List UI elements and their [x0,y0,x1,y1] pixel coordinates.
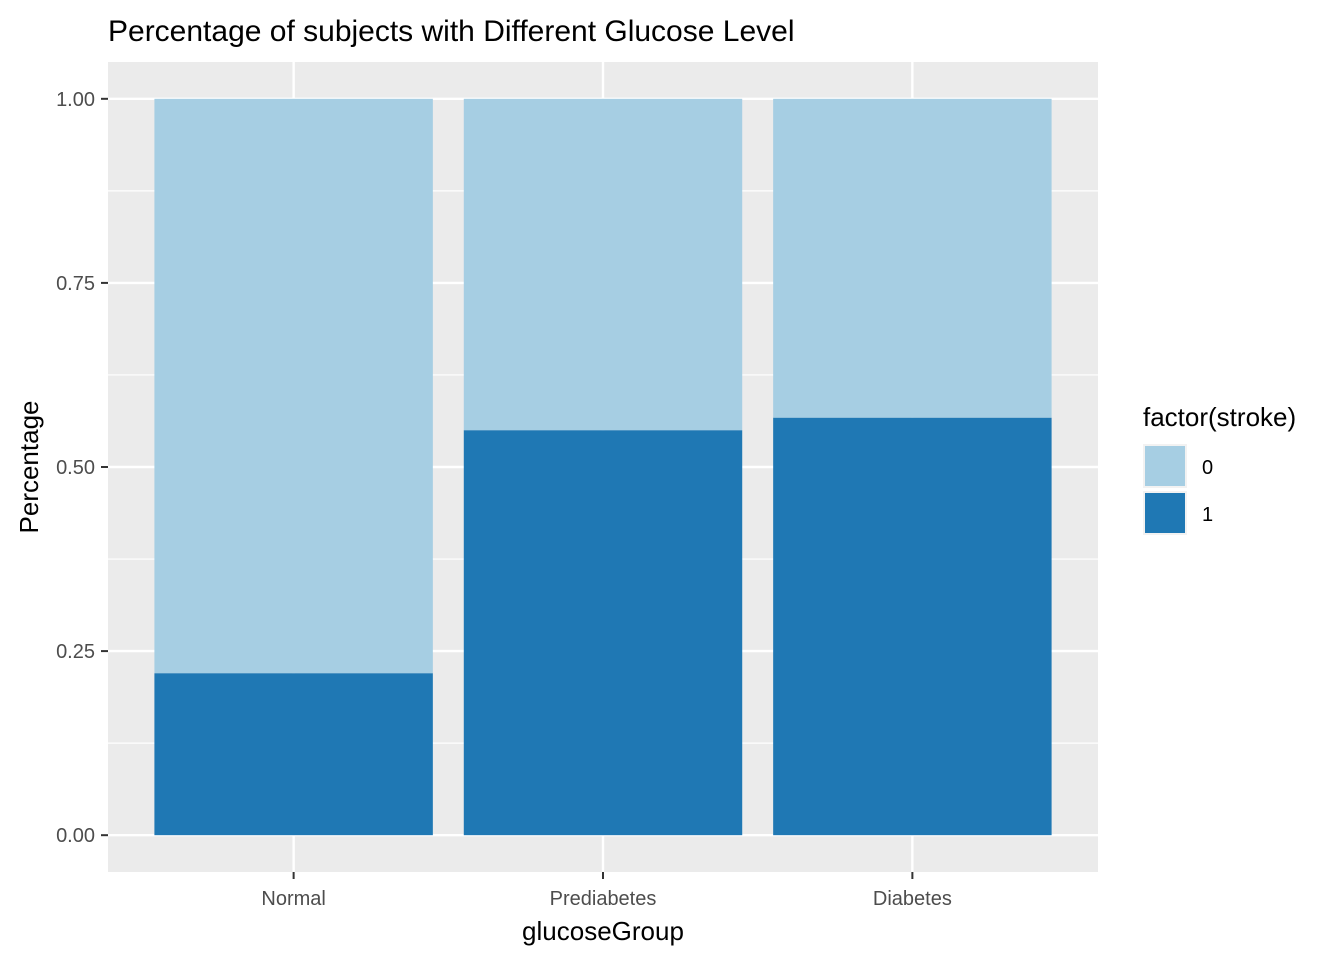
y-tick-label: 0.25 [56,641,95,663]
legend-title: factor(stroke) [1143,402,1296,432]
y-tick-label: 0.75 [56,273,95,295]
y-axis: 0.00 0.25 0.50 0.75 1.00 [56,89,108,847]
legend-swatch-0 [1145,446,1185,486]
y-axis-title: Percentage [14,401,44,534]
legend-label-1: 1 [1202,504,1213,526]
x-tick-label: Diabetes [873,888,952,910]
legend-swatch-1 [1145,493,1185,533]
bar-normal-stroke-0 [154,98,433,674]
legend: factor(stroke) 0 1 [1143,402,1296,535]
chart-title: Percentage of subjects with Different Gl… [108,15,794,48]
x-tick-label: Normal [261,888,325,910]
x-tick-label: Prediabetes [550,888,657,910]
bar-diabetes-stroke-1 [773,417,1052,836]
y-tick-label: 1.00 [56,89,95,111]
bar-normal-stroke-1 [154,673,433,836]
x-axis: Normal Prediabetes Diabetes [261,872,952,910]
bar-diabetes-stroke-0 [773,98,1052,418]
bar-prediabetes-stroke-0 [463,98,743,431]
y-tick-label: 0.50 [56,457,95,479]
legend-label-0: 0 [1202,457,1213,479]
bar-prediabetes-stroke-1 [463,430,743,836]
y-tick-label: 0.00 [56,825,95,847]
bars [154,98,1052,836]
x-axis-title: glucoseGroup [522,916,684,946]
